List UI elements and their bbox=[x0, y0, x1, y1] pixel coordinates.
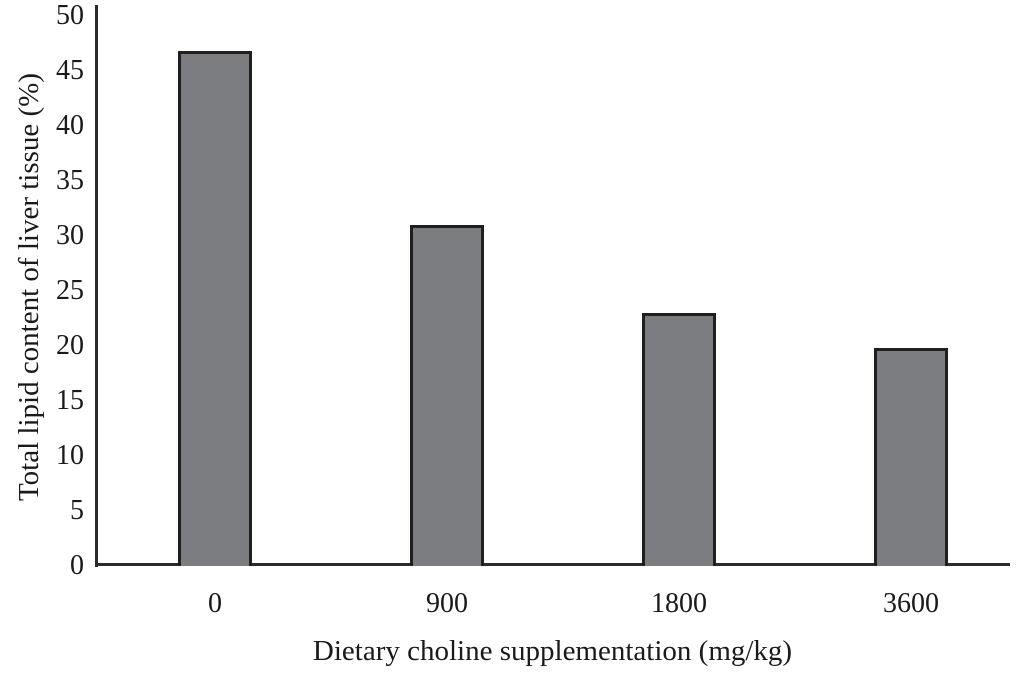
y-tick-label: 20 bbox=[56, 330, 84, 361]
y-tick-label: 35 bbox=[56, 165, 84, 196]
y-tick-label: 30 bbox=[56, 220, 84, 251]
y-tick-label: 40 bbox=[56, 110, 84, 141]
y-tick-label: 50 bbox=[56, 0, 84, 31]
x-axis-line bbox=[95, 563, 1010, 566]
y-tick-label: 45 bbox=[56, 55, 84, 86]
y-tick-label: 10 bbox=[56, 440, 84, 471]
bar bbox=[874, 348, 948, 566]
y-tick-label: 5 bbox=[70, 495, 84, 526]
x-tick-label: 3600 bbox=[883, 588, 939, 619]
bar bbox=[642, 313, 716, 566]
y-axis-line bbox=[95, 5, 98, 567]
y-tick-label: 25 bbox=[56, 275, 84, 306]
bar bbox=[410, 225, 484, 566]
x-tick-label: 0 bbox=[208, 588, 222, 619]
y-tick-label: 0 bbox=[70, 550, 84, 581]
y-tick-label: 15 bbox=[56, 385, 84, 416]
bar bbox=[178, 51, 252, 566]
x-axis-title: Dietary choline supplementation (mg/kg) bbox=[312, 635, 793, 667]
x-tick-label: 900 bbox=[426, 588, 468, 619]
x-tick-label: 1800 bbox=[651, 588, 707, 619]
